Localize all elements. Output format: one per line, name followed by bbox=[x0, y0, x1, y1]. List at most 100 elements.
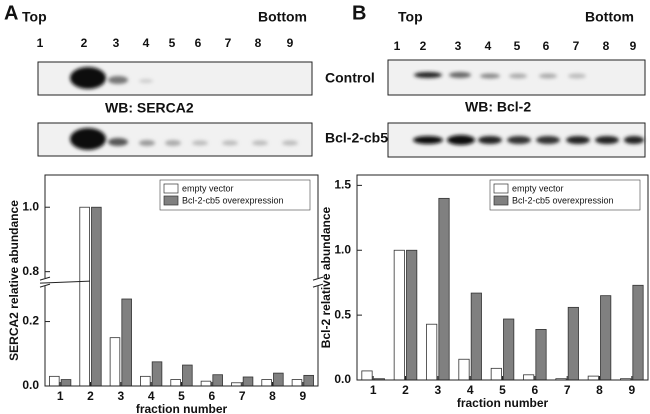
bar bbox=[242, 376, 254, 387]
lane-number: 4 bbox=[485, 39, 492, 53]
x-axis-label: fraction number bbox=[136, 402, 228, 414]
lane-number: 5 bbox=[169, 36, 176, 50]
legend-label: empty vector bbox=[512, 183, 564, 193]
y-tick-label: 0.0 bbox=[22, 378, 39, 392]
lane-number: 7 bbox=[225, 36, 232, 50]
x-tick-label: 9 bbox=[299, 389, 306, 403]
y-tick-label: 0.5 bbox=[334, 307, 351, 321]
y-tick-label: 1.0 bbox=[334, 242, 351, 256]
legend-swatch bbox=[163, 183, 179, 194]
bar bbox=[361, 370, 373, 381]
bar bbox=[523, 374, 535, 381]
legend-label: Bcl-2-cb5 overexpression bbox=[182, 195, 284, 205]
axis-break bbox=[39, 283, 51, 288]
bar bbox=[170, 379, 181, 387]
x-tick-label: 3 bbox=[434, 383, 441, 397]
legend-swatch bbox=[493, 183, 509, 194]
lane-number: 6 bbox=[543, 39, 550, 53]
axis-break bbox=[39, 276, 51, 281]
legend-label: Bcl-2-cb5 overexpression bbox=[512, 195, 614, 205]
row-label: Control bbox=[325, 70, 375, 86]
y-tick-label: 0.2 bbox=[22, 314, 39, 328]
bar bbox=[273, 372, 284, 387]
lane-number: 2 bbox=[81, 36, 88, 50]
y-tick-label: 0.8 bbox=[22, 264, 39, 278]
panel-letter: A bbox=[4, 2, 18, 24]
y-axis-label: Bcl-2 relative abundance bbox=[319, 206, 333, 348]
panel-letter: B bbox=[352, 2, 366, 24]
legend-label: empty vector bbox=[182, 183, 234, 193]
bar bbox=[632, 284, 644, 381]
lane-number: 3 bbox=[113, 36, 120, 50]
x-tick-label: 6 bbox=[531, 383, 538, 397]
x-tick-label: 4 bbox=[467, 383, 474, 397]
x-tick-label: 7 bbox=[239, 389, 246, 403]
bar bbox=[393, 249, 405, 381]
x-tick-label: 1 bbox=[370, 383, 377, 397]
bar bbox=[470, 292, 482, 381]
axis-break bbox=[312, 276, 324, 281]
bar bbox=[406, 249, 418, 381]
blot bbox=[37, 59, 646, 158]
legend-swatch bbox=[163, 195, 179, 206]
axis-break bbox=[314, 278, 322, 287]
x-tick-label: 4 bbox=[148, 389, 155, 403]
bar bbox=[458, 358, 470, 381]
lane-number: 8 bbox=[255, 36, 262, 50]
bar bbox=[182, 364, 193, 387]
y-tick-label: 1.0 bbox=[22, 199, 39, 213]
y-axis-label: SERCA2 relative abundance bbox=[7, 200, 21, 361]
lane-number: 9 bbox=[630, 39, 637, 53]
top-label: Top bbox=[398, 9, 423, 25]
bottom-label: Bottom bbox=[585, 9, 634, 25]
x-tick-label: 5 bbox=[499, 383, 506, 397]
blot-title: WB: SERCA2 bbox=[105, 100, 194, 116]
x-tick-label: 7 bbox=[564, 383, 571, 397]
bar bbox=[49, 375, 60, 387]
bar bbox=[79, 206, 90, 387]
bar bbox=[60, 379, 72, 387]
bar bbox=[151, 361, 163, 387]
x-tick-label: 1 bbox=[57, 389, 64, 403]
axis-break bbox=[39, 280, 91, 284]
blot-title: WB: Bcl-2 bbox=[465, 99, 531, 115]
bar bbox=[261, 379, 272, 387]
axis-break bbox=[312, 283, 324, 288]
bar bbox=[140, 375, 151, 387]
bar bbox=[438, 197, 450, 381]
legend-swatch bbox=[493, 195, 509, 206]
x-axis-label: fraction number bbox=[457, 396, 549, 410]
bar bbox=[426, 323, 438, 381]
bar bbox=[503, 318, 515, 381]
bottom-label: Bottom bbox=[258, 9, 307, 25]
lane-number: 3 bbox=[455, 39, 462, 53]
lane-number: 6 bbox=[195, 36, 202, 50]
x-tick-label: 6 bbox=[208, 389, 215, 403]
bar bbox=[303, 374, 314, 387]
lane-number: 9 bbox=[287, 36, 294, 50]
bar bbox=[291, 379, 303, 387]
top-label: Top bbox=[22, 9, 47, 25]
lane-number: 2 bbox=[420, 39, 427, 53]
x-tick-label: 8 bbox=[269, 389, 276, 403]
x-tick-label: 2 bbox=[87, 389, 94, 403]
bar bbox=[91, 206, 102, 387]
bar bbox=[567, 306, 579, 381]
bar bbox=[109, 337, 121, 387]
x-tick-label: 8 bbox=[596, 383, 603, 397]
axis-break bbox=[41, 278, 49, 287]
x-tick-label: 2 bbox=[402, 383, 409, 397]
bar bbox=[587, 375, 599, 381]
legend-box bbox=[159, 179, 311, 211]
row-label: Bcl-2-cb5 bbox=[325, 130, 388, 146]
lane-number: 1 bbox=[394, 39, 401, 53]
x-tick-label: 3 bbox=[117, 389, 124, 403]
legend-box bbox=[489, 179, 641, 211]
lane-number: 7 bbox=[573, 39, 580, 53]
lane-number: 8 bbox=[603, 39, 610, 53]
x-tick-label: 9 bbox=[628, 383, 635, 397]
bar bbox=[600, 295, 612, 381]
y-tick-label: 1.5 bbox=[334, 178, 351, 192]
bar bbox=[535, 328, 547, 381]
